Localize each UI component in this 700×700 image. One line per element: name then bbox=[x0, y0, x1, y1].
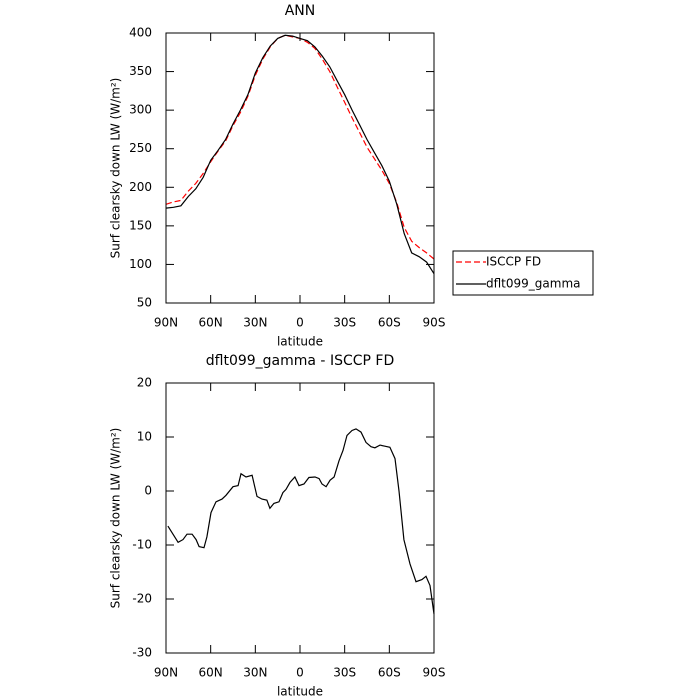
x-axis-label: latitude bbox=[277, 335, 323, 349]
y-tick-label: 200 bbox=[129, 180, 152, 194]
plot-frame bbox=[165, 32, 435, 304]
y-axis-label: Surf clearsky down LW (W/m²) bbox=[109, 428, 123, 609]
x-tick-label: 30N bbox=[243, 316, 267, 330]
x-tick-label: 60S bbox=[378, 666, 401, 680]
chart-title: ANN bbox=[285, 3, 316, 19]
y-tick-label: 400 bbox=[129, 26, 152, 40]
y-axis-label: Surf clearsky down LW (W/m²) bbox=[109, 78, 123, 259]
x-tick-label: 0 bbox=[296, 666, 304, 680]
legend-label: dflt099_gamma bbox=[486, 277, 581, 291]
y-tick-label: 20 bbox=[137, 376, 152, 390]
y-tick-label: -10 bbox=[132, 538, 152, 552]
data-line bbox=[167, 428, 435, 615]
x-tick-label: 60S bbox=[378, 316, 401, 330]
x-axis-label: latitude bbox=[277, 685, 323, 699]
x-tick-label: 90N bbox=[154, 316, 178, 330]
y-tick-label: 0 bbox=[144, 484, 152, 498]
chart-title: dflt099_gamma - ISCCP FD bbox=[206, 353, 394, 369]
x-tick-label: 30N bbox=[243, 666, 267, 680]
x-tick-label: 90S bbox=[423, 316, 446, 330]
y-tick-label: 150 bbox=[129, 218, 152, 232]
plot-frame bbox=[165, 382, 435, 654]
x-tick-label: 90N bbox=[154, 666, 178, 680]
legend-box bbox=[452, 250, 594, 296]
y-tick-label: 100 bbox=[129, 257, 152, 271]
y-tick-label: 350 bbox=[129, 64, 152, 78]
y-tick-label: -20 bbox=[132, 592, 152, 606]
x-tick-label: 0 bbox=[296, 316, 304, 330]
x-tick-label: 60N bbox=[199, 316, 223, 330]
x-tick-label: 30S bbox=[333, 666, 356, 680]
y-tick-label: 300 bbox=[129, 103, 152, 117]
x-tick-label: 30S bbox=[333, 316, 356, 330]
data-line bbox=[165, 34, 435, 260]
data-line bbox=[165, 34, 435, 275]
legend-label: ISCCP FD bbox=[486, 255, 541, 269]
x-tick-label: 90S bbox=[423, 666, 446, 680]
y-tick-label: 250 bbox=[129, 141, 152, 155]
y-tick-label: -30 bbox=[132, 646, 152, 660]
y-tick-label: 10 bbox=[137, 430, 152, 444]
y-tick-label: 50 bbox=[137, 296, 152, 310]
x-tick-label: 60N bbox=[199, 666, 223, 680]
